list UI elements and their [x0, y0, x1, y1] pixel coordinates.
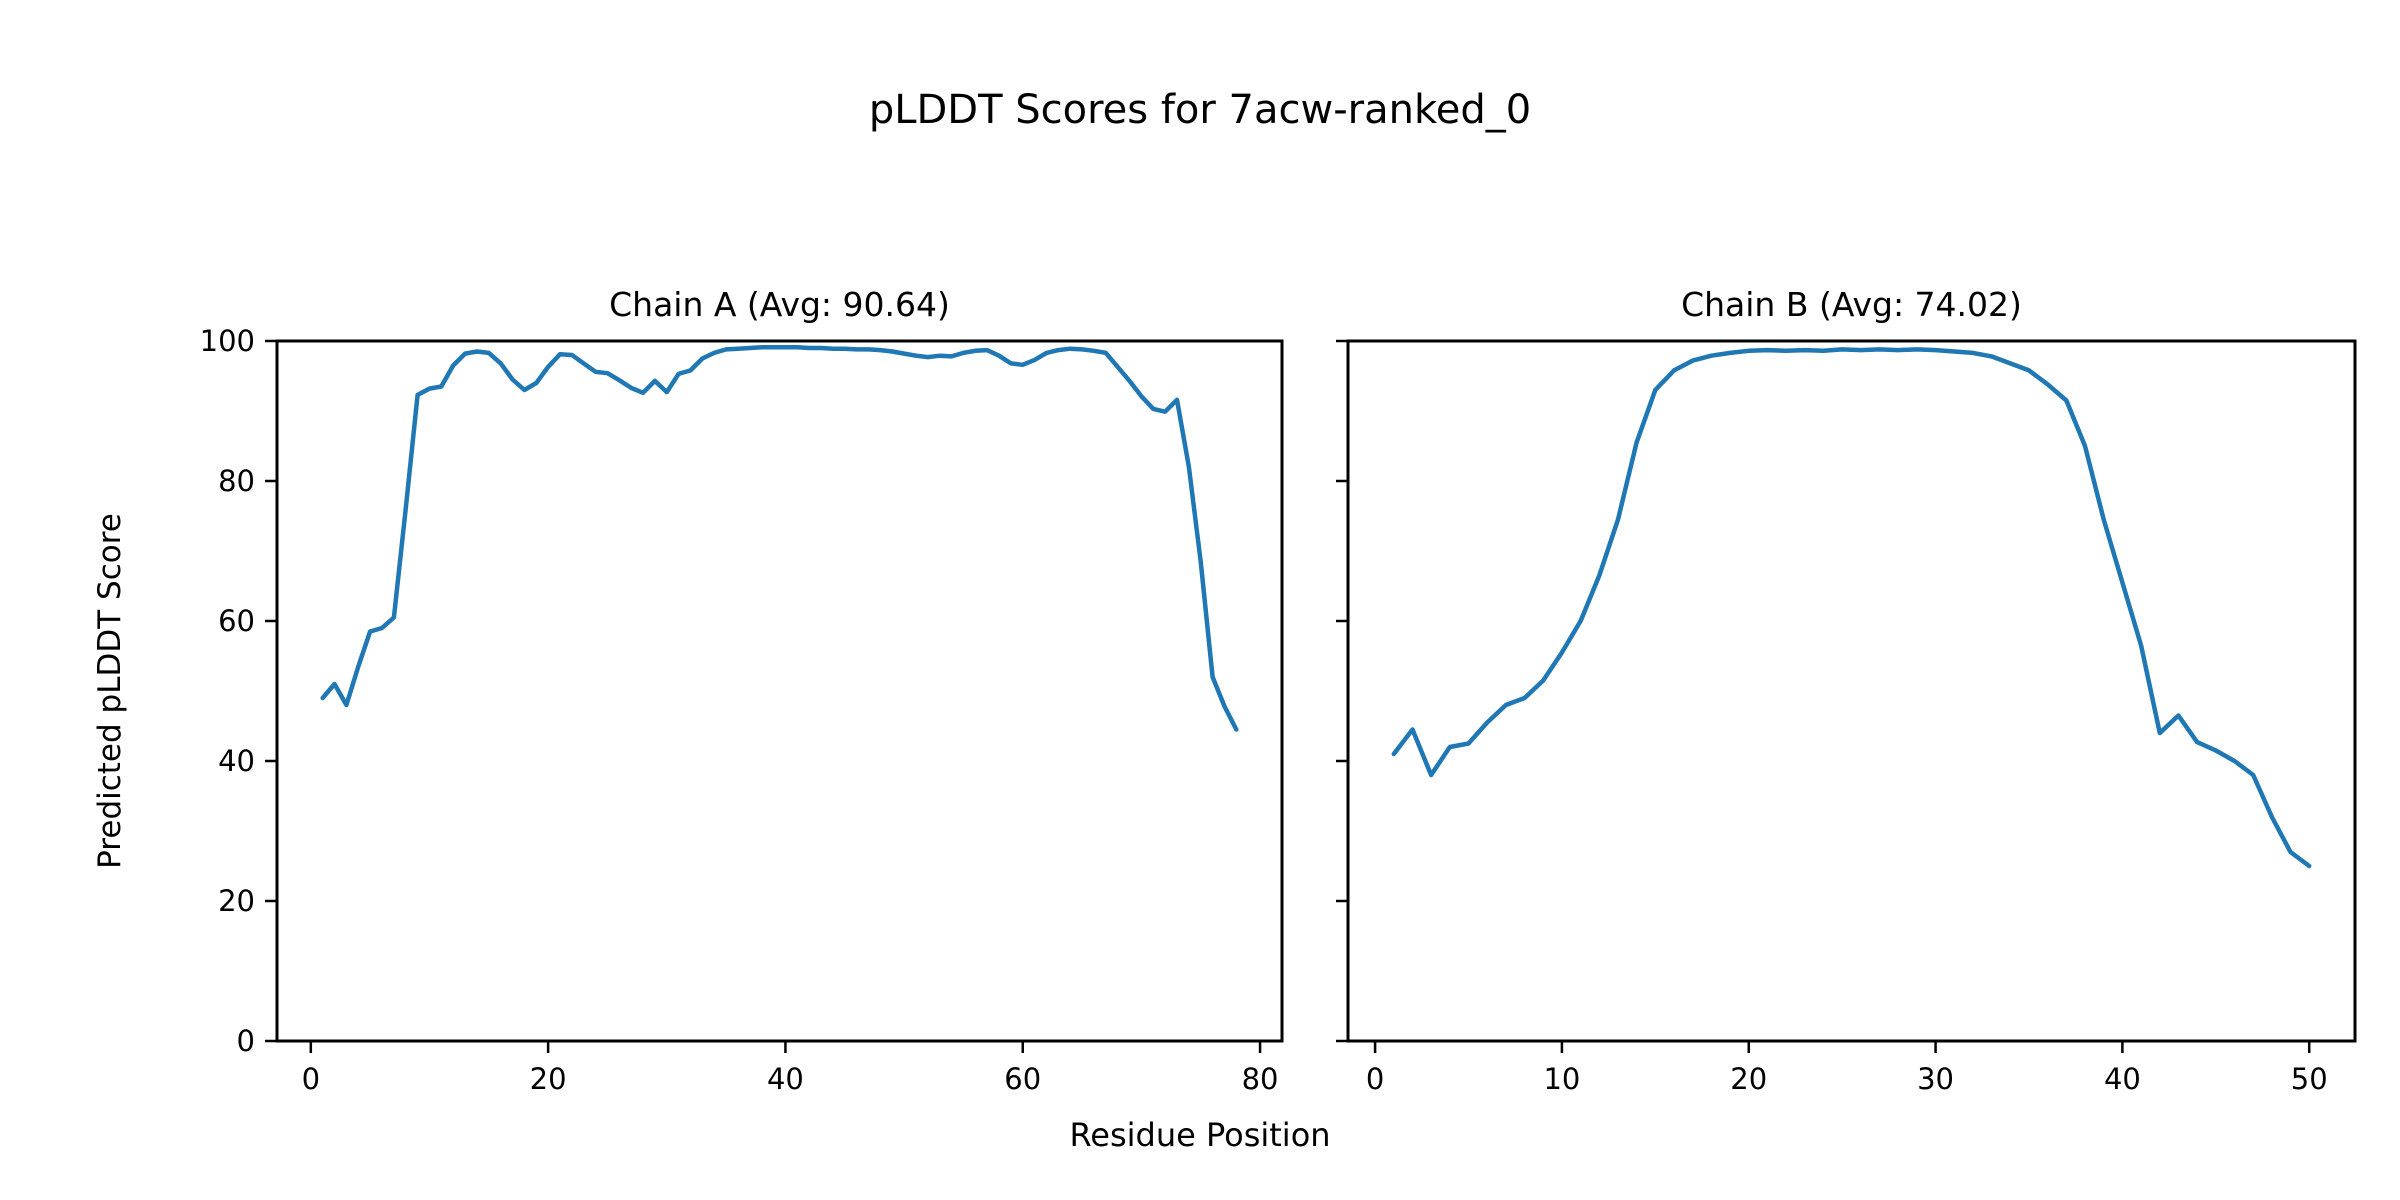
svg-text:100: 100 [200, 324, 255, 358]
svg-text:30: 30 [1917, 1062, 1954, 1096]
svg-text:40: 40 [218, 744, 255, 778]
svg-text:40: 40 [767, 1062, 804, 1096]
chain-b-line-chart: 0 10 20 30 40 50 [1336, 339, 2357, 1096]
chain-b-plot-area: 0 10 20 30 40 50 [1336, 339, 2357, 1096]
svg-text:10: 10 [1543, 1062, 1580, 1096]
chain-b-title: Chain B (Avg: 74.02) [1681, 285, 2022, 324]
svg-text:80: 80 [218, 464, 255, 498]
y-axis-label: Predicted pLDDT Score [92, 513, 128, 869]
svg-text:0: 0 [237, 1024, 255, 1058]
figure-title: pLDDT Scores for 7acw-ranked_0 [868, 87, 1532, 133]
svg-text:40: 40 [2104, 1062, 2141, 1096]
chain-a-line-chart: 0 20 40 60 80 0 20 40 60 80 100 [200, 324, 1284, 1096]
svg-text:20: 20 [530, 1062, 567, 1096]
svg-text:0: 0 [302, 1062, 320, 1096]
svg-text:0: 0 [1366, 1062, 1384, 1096]
svg-text:80: 80 [1242, 1062, 1279, 1096]
svg-text:20: 20 [1730, 1062, 1767, 1096]
chain-a-title: Chain A (Avg: 90.64) [609, 285, 950, 324]
svg-text:60: 60 [218, 604, 255, 638]
svg-text:50: 50 [2291, 1062, 2328, 1096]
svg-text:60: 60 [1004, 1062, 1041, 1096]
x-axis-label: Residue Position [1069, 1116, 1331, 1154]
svg-text:20: 20 [218, 884, 255, 918]
chain-a-plot-area: 0 20 40 60 80 0 20 40 60 80 100 [200, 324, 1284, 1096]
